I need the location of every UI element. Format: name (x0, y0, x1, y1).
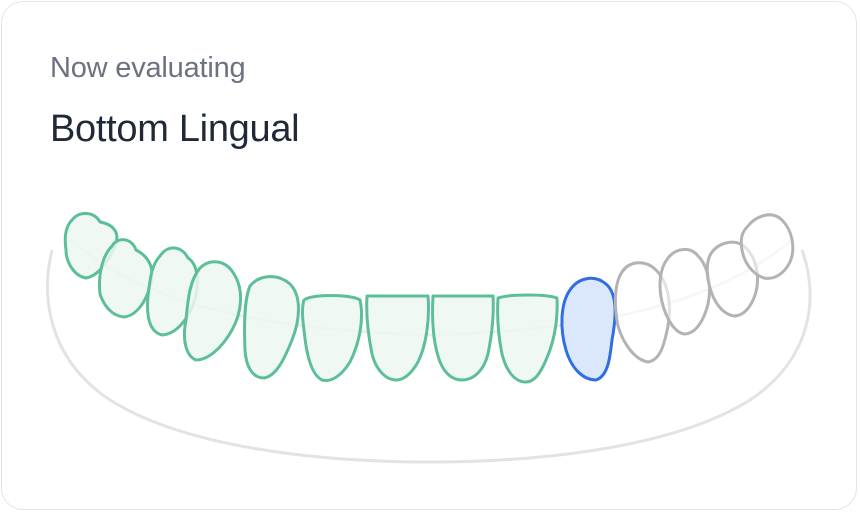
tooth-3[interactable] (146, 246, 199, 337)
tooth-4[interactable] (182, 260, 242, 362)
tooth-9[interactable] (496, 293, 559, 384)
tooth-2[interactable] (98, 238, 154, 319)
tooth-14[interactable] (739, 213, 795, 280)
tooth-8[interactable] (431, 294, 495, 382)
tooth-12[interactable] (658, 248, 712, 336)
status-subtitle: Now evaluating (50, 52, 246, 84)
tooth-5[interactable] (243, 275, 300, 380)
tooth-10[interactable] (560, 276, 617, 382)
tooth-7[interactable] (365, 294, 430, 382)
tooth-11[interactable] (613, 261, 671, 364)
tooth-6[interactable] (301, 294, 364, 382)
jaw-outline (46, 249, 812, 464)
section-title: Bottom Lingual (50, 108, 300, 150)
